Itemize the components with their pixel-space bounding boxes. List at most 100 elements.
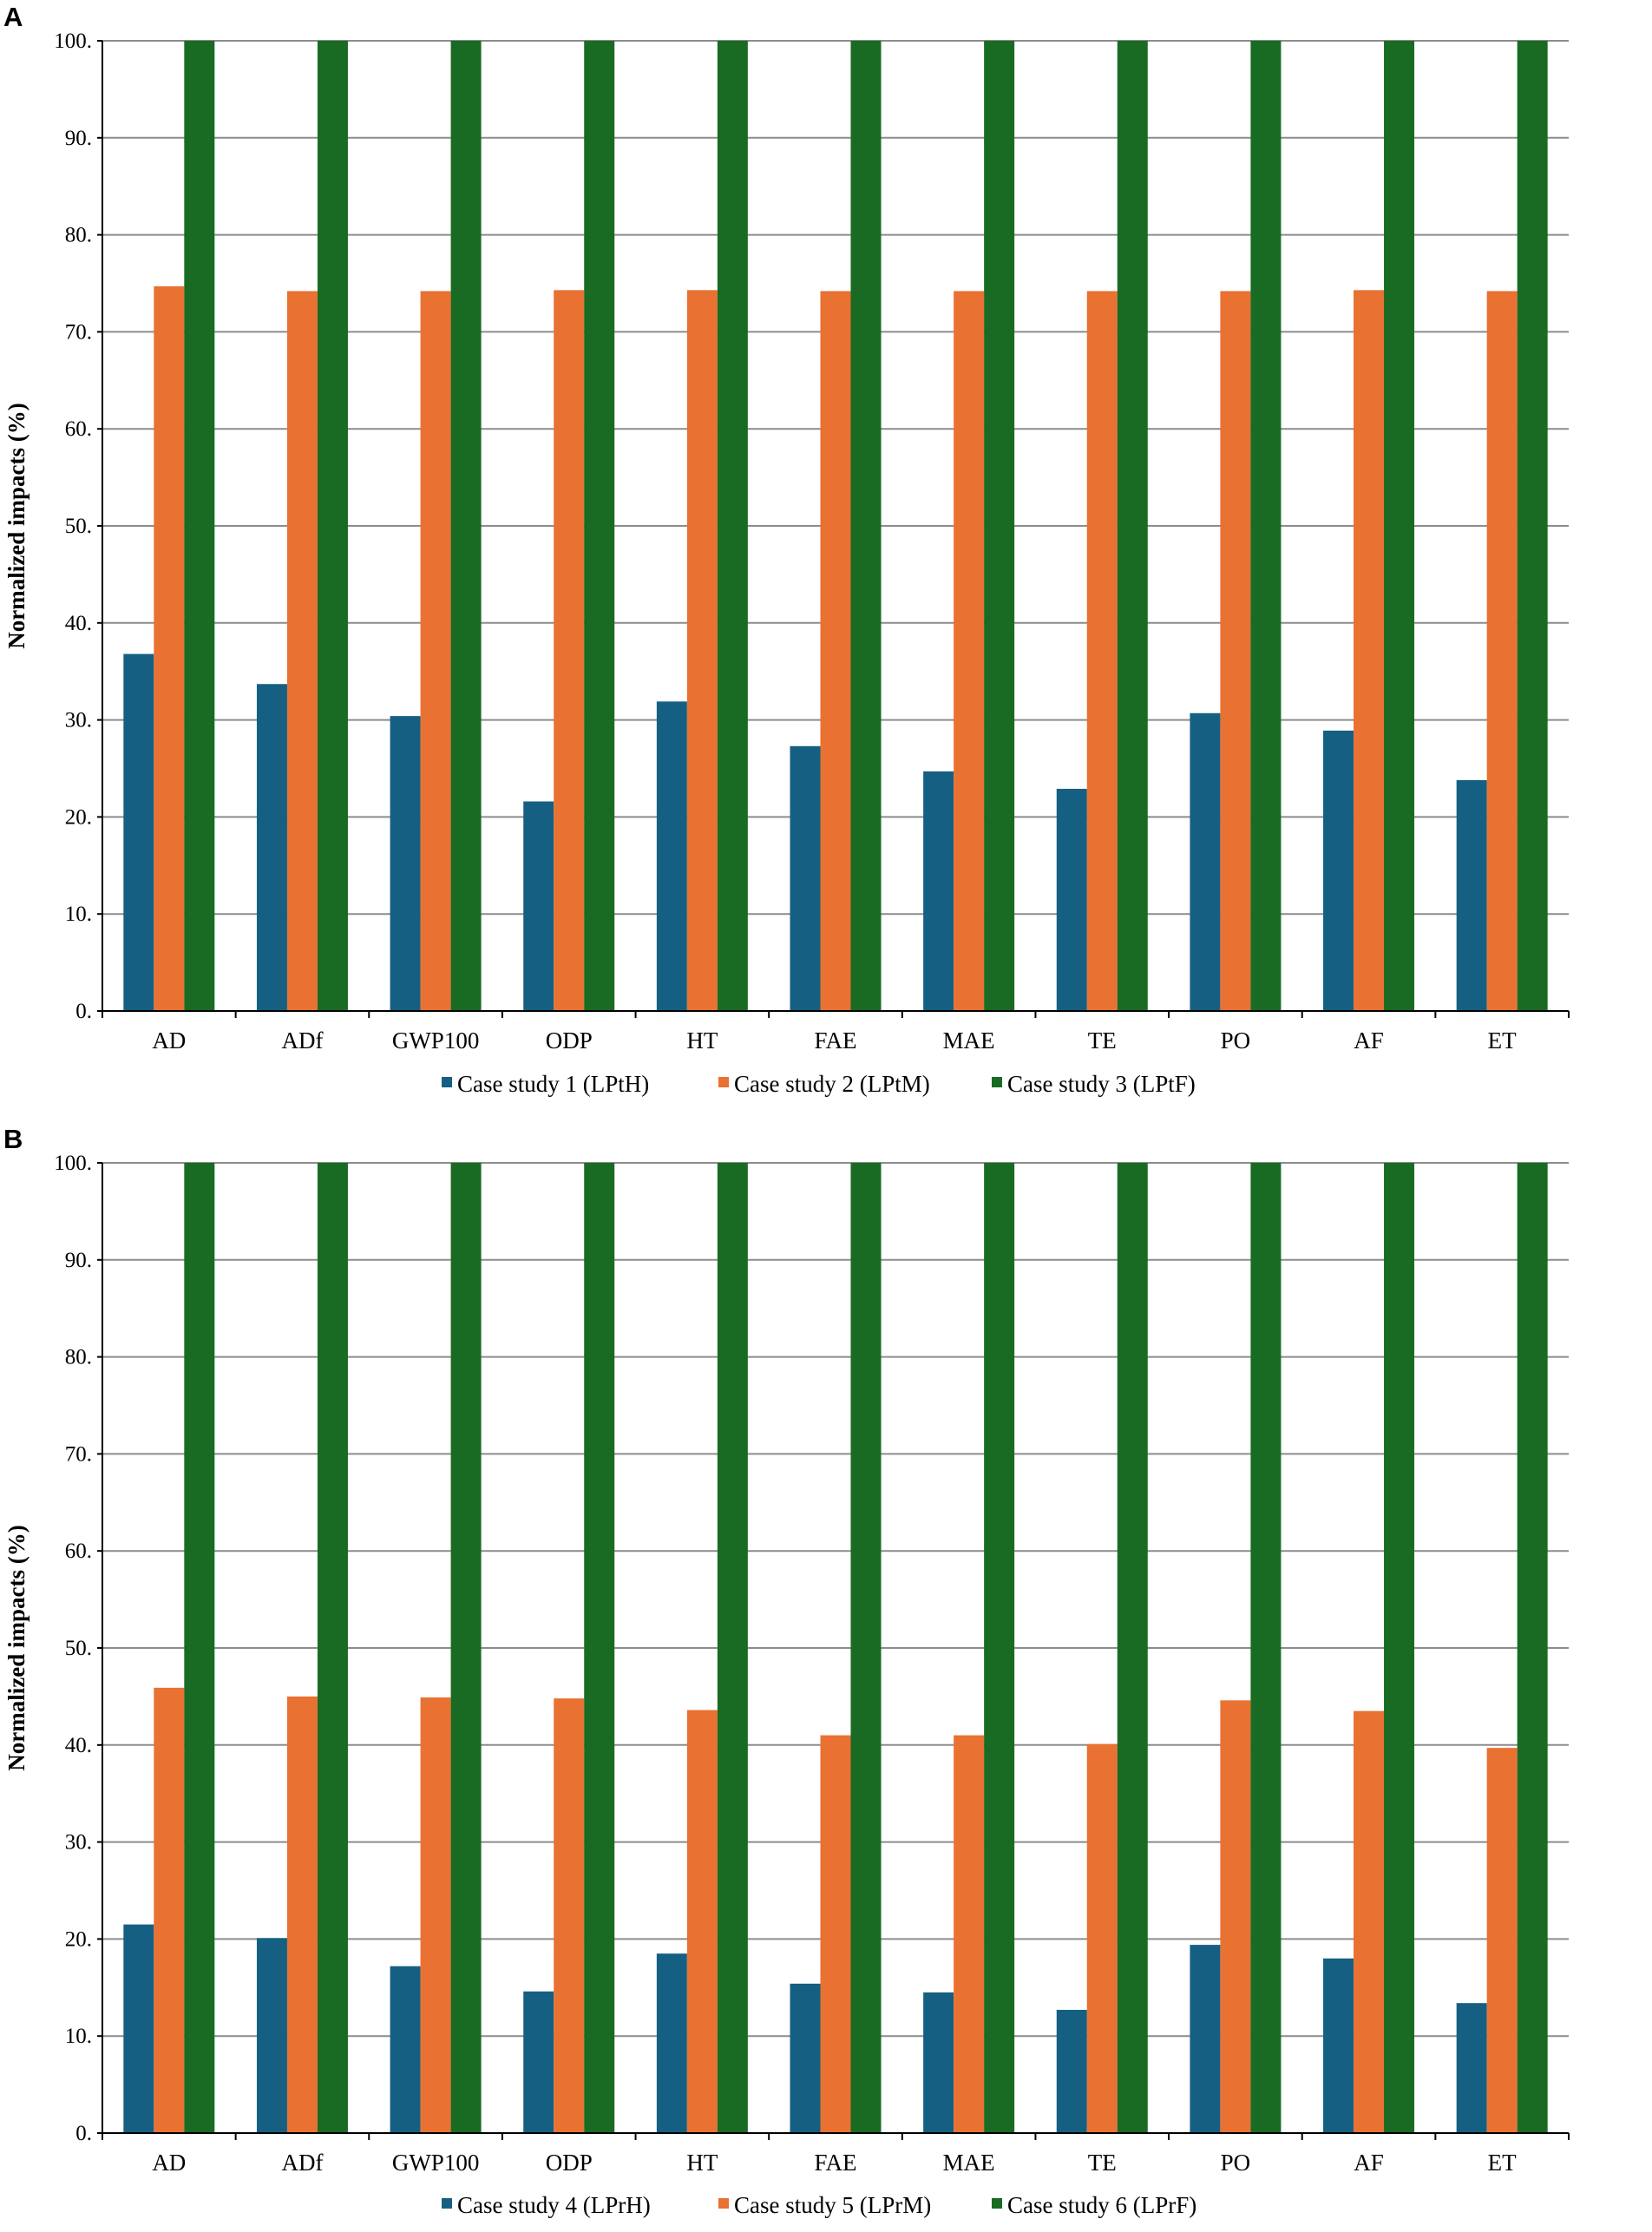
panel-b-bar-series3-odp xyxy=(584,1163,615,2133)
panel-a-bar-series2-adf xyxy=(286,291,318,1012)
panel-b-legend-label-3: Case study 6 (LPrF) xyxy=(1007,2192,1196,2218)
panel-a-bar-series1-odp xyxy=(523,801,554,1011)
panel-a-bar-series3-fae xyxy=(850,41,882,1011)
panel-a-bar-series1-adf xyxy=(256,684,287,1011)
panel-a-ytick-label: 80. xyxy=(65,224,92,247)
panel-b-legend-label-1: Case study 4 (LPrH) xyxy=(457,2192,651,2218)
panel-a-ytick-label: 30. xyxy=(65,709,92,732)
panel-a-bar-series3-po xyxy=(1250,41,1282,1011)
panel-a-bar-series1-ht xyxy=(656,701,687,1011)
panel-a-ytick-label: 0. xyxy=(75,1000,92,1023)
panel-b-legend-swatch-1 xyxy=(442,2198,452,2209)
panel-b-bar-series2-gwp100 xyxy=(420,1697,451,2133)
panel-b-bar-series3-adf xyxy=(317,1163,348,2133)
panel-b-bar-series3-ad xyxy=(184,1163,215,2133)
panel-b-bar-series2-adf xyxy=(286,1696,318,2133)
panel-b-ytick-label: 90. xyxy=(65,1249,92,1272)
panel-b-bar-series1-fae xyxy=(790,1983,821,2133)
panel-b-bar-series2-et xyxy=(1486,1748,1518,2133)
panel-a-bar-series2-te xyxy=(1086,291,1118,1012)
panel-a-xtick-label: ODP xyxy=(546,1027,593,1054)
panel-a-bar-series3-te xyxy=(1117,41,1148,1011)
panel-b-bar-series1-adf xyxy=(256,1938,287,2133)
panel-b-ytick-label: 100. xyxy=(54,1152,92,1175)
panel-b-bar-series2-af xyxy=(1354,1710,1385,2133)
panel-b-bar-series3-po xyxy=(1250,1163,1282,2133)
panel-b-bar-series1-af xyxy=(1323,1958,1354,2133)
panel-b-ytick-label: 30. xyxy=(65,1831,92,1855)
panel-b-bar-series3-fae xyxy=(850,1163,882,2133)
panel-b-bar-series1-te xyxy=(1056,2010,1087,2133)
panel-a-xtick-label: AF xyxy=(1354,1027,1384,1054)
panel-a-ytick-label: 90. xyxy=(65,127,92,150)
panel-a-letter: A xyxy=(3,2,23,32)
panel-a-xtick-label: PO xyxy=(1221,1027,1251,1054)
panel-b-bar-series2-ad xyxy=(154,1687,185,2133)
panel-b-bar-series3-et xyxy=(1517,1163,1548,2133)
panel-b-bar-series3-mae xyxy=(984,1163,1015,2133)
panel-a-bar-series1-fae xyxy=(790,745,821,1011)
panel-b-xtick-label: AD xyxy=(152,2150,186,2176)
panel-b-xtick-label: GWP100 xyxy=(392,2150,480,2176)
panel-b-bar-series1-et xyxy=(1456,2003,1487,2133)
panel-a-bar-series2-odp xyxy=(554,290,585,1011)
panel-a-bar-series1-ad xyxy=(123,653,154,1011)
panel-b-bar-series2-fae xyxy=(820,1735,851,2133)
panel-b-xtick-label: PO xyxy=(1221,2150,1251,2176)
panel-a-legend-swatch-1 xyxy=(442,1077,452,1087)
panel-b-legend-swatch-3 xyxy=(992,2198,1002,2209)
panel-a-xtick-label: AD xyxy=(152,1027,186,1054)
panel-a-ytick-label: 100. xyxy=(54,30,92,53)
panel-a-ytick-label: 20. xyxy=(65,805,92,829)
panel-a-bar-series2-gwp100 xyxy=(420,291,451,1012)
panel-b-xtick-label: HT xyxy=(686,2150,718,2176)
panel-b-ytick-label: 50. xyxy=(65,1637,92,1660)
panel-b-ytick-label: 10. xyxy=(65,2025,92,2048)
panel-b-xtick-label: MAE xyxy=(943,2150,995,2176)
panel-a-bar-series1-po xyxy=(1190,712,1221,1011)
panel-a-bar-series3-odp xyxy=(584,41,615,1011)
panel-b-xtick-label: ET xyxy=(1488,2150,1517,2176)
panel-b-bar-series2-odp xyxy=(554,1698,585,2133)
panel-a-bar-series1-et xyxy=(1456,779,1487,1011)
panel-b-bar-series1-mae xyxy=(923,1992,954,2133)
panel-b-xtick-label: TE xyxy=(1088,2150,1117,2176)
panel-a-bar-series2-af xyxy=(1354,290,1385,1011)
panel-a-ytick-label: 10. xyxy=(65,903,92,926)
panel-b-xtick-label: FAE xyxy=(814,2150,856,2176)
panel-b-xtick-label: ADf xyxy=(281,2150,323,2176)
panel-a-chart: A 0. 10. 20. 30. 40. 50. 60. 70. 80. 90. 100. AD ADf… xyxy=(3,2,1570,1097)
panel-b-legend-swatch-2 xyxy=(718,2198,729,2209)
panel-b-bar-series1-gwp100 xyxy=(390,1966,421,2133)
panel-b-bar-series2-mae xyxy=(954,1735,985,2133)
panel-a-xtick-label: TE xyxy=(1088,1027,1117,1054)
panel-b-ytick-label: 80. xyxy=(65,1346,92,1369)
panel-a-bar-series3-et xyxy=(1517,41,1548,1011)
panel-a-legend-label-3: Case study 3 (LPtF) xyxy=(1007,1071,1196,1097)
panel-b-bar-series2-po xyxy=(1220,1700,1251,2133)
panel-b-ytick-label: 40. xyxy=(65,1734,92,1757)
panel-b-bar-series3-te xyxy=(1117,1163,1148,2133)
panel-a-bar-series1-gwp100 xyxy=(390,716,421,1011)
panel-a-bar-series1-af xyxy=(1323,730,1354,1011)
panel-a-bar-series2-ht xyxy=(686,290,718,1011)
panel-a-legend-label-1: Case study 1 (LPtH) xyxy=(457,1071,649,1097)
panel-b-ytick-label: 0. xyxy=(75,2122,92,2145)
panel-a-bar-series3-gwp100 xyxy=(450,41,482,1011)
panel-a-legend-label-2: Case study 2 (LPtM) xyxy=(734,1071,930,1097)
panel-a-legend-swatch-2 xyxy=(718,1077,729,1087)
panel-a-xtick-label: ET xyxy=(1488,1027,1517,1054)
panel-a-xtick-label: HT xyxy=(686,1027,718,1054)
panel-b-ytick-label: 60. xyxy=(65,1539,92,1563)
panel-b-bar-series3-af xyxy=(1384,1163,1415,2133)
panel-a-legend-swatch-3 xyxy=(992,1077,1002,1087)
panel-b-bar-series1-ad xyxy=(123,1924,154,2133)
panel-b-ytick-label: 20. xyxy=(65,1927,92,1951)
panel-b-bar-series3-ht xyxy=(717,1163,748,2133)
panel-a-bar-series1-te xyxy=(1056,788,1087,1011)
panel-a-bar-series2-mae xyxy=(954,291,985,1012)
panel-a-ytick-label: 70. xyxy=(65,320,92,344)
panel-b-y-axis-title: Normalized impacts (%) xyxy=(3,1525,30,1770)
panel-b-xtick-label: AF xyxy=(1354,2150,1384,2176)
